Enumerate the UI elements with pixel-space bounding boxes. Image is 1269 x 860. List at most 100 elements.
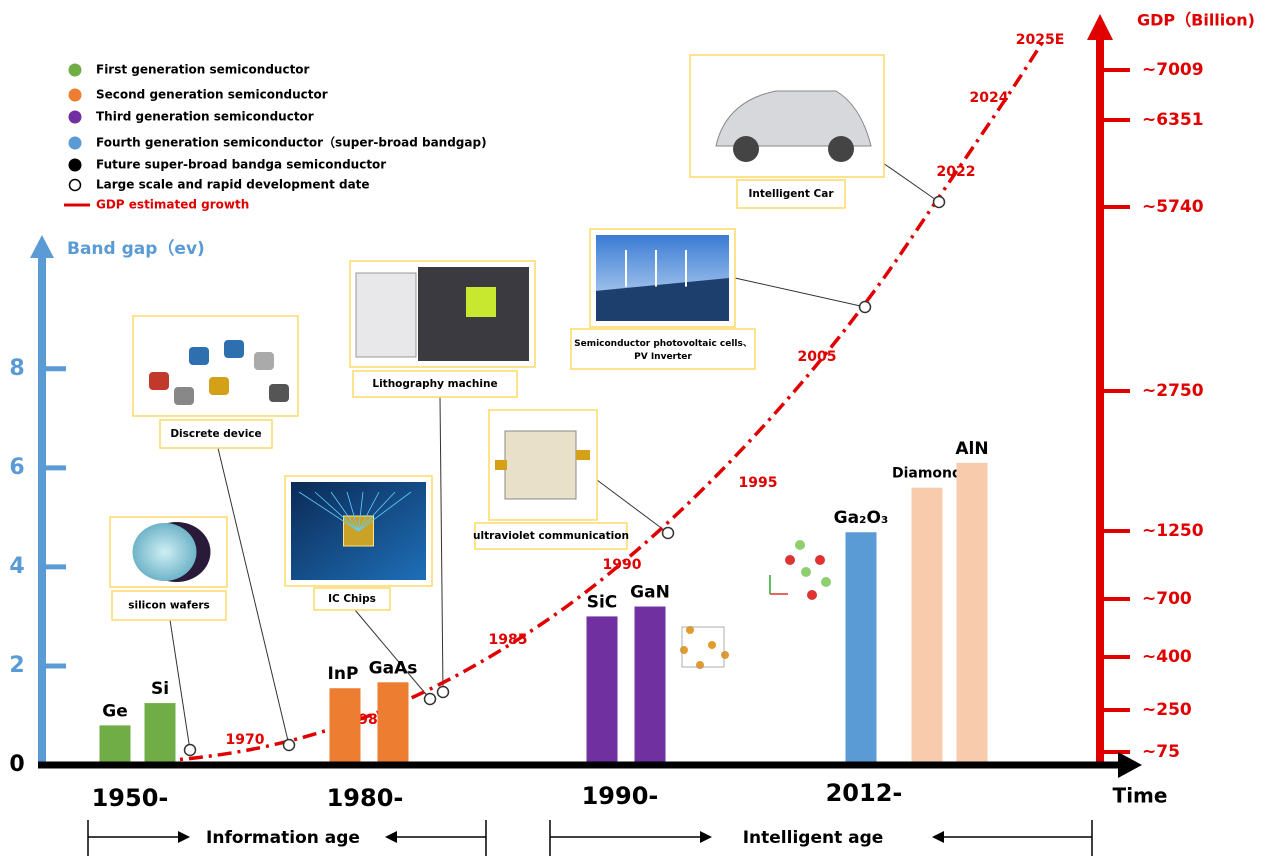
chip-trace	[358, 491, 412, 532]
crystal-atom	[696, 661, 704, 669]
time-axis-arrow	[1118, 752, 1142, 778]
chip-trace	[298, 491, 359, 532]
component	[189, 347, 209, 365]
age-label: Information age	[206, 828, 360, 848]
callout-label: Intelligent Car	[748, 188, 834, 200]
legend-label: Fourth generation semiconductor（super-br…	[96, 135, 487, 150]
callout-image	[596, 235, 729, 321]
chip-trace	[358, 491, 396, 532]
y-tick-label: 6	[9, 455, 24, 480]
bar-label: Diamond	[892, 466, 962, 482]
y2-axis-arrow	[1087, 14, 1113, 40]
callout-line	[734, 277, 866, 308]
callout-label-frame	[159, 419, 273, 449]
legend-marker	[68, 88, 82, 102]
gdp-year-label: 1990	[603, 557, 642, 573]
chip-trace	[330, 491, 359, 532]
machine-core	[466, 287, 496, 317]
chip-trace	[358, 491, 380, 532]
callout-image	[132, 522, 211, 582]
y2-axis-title: GDP（Billion)	[1137, 11, 1255, 30]
chip-trace	[314, 491, 359, 532]
y2-tick-label: ~7009	[1142, 60, 1204, 80]
y2-tick-label: ~5740	[1142, 197, 1204, 217]
era-label: 1990-	[582, 782, 659, 810]
development-date	[661, 526, 675, 540]
callout-image	[291, 482, 426, 580]
callout-image	[495, 430, 590, 500]
component	[149, 372, 169, 390]
y-axis-arrow	[30, 235, 54, 258]
development-date	[858, 300, 872, 314]
bar	[144, 703, 176, 765]
gdp-year-label: 2025E	[1016, 32, 1065, 48]
component	[209, 377, 229, 395]
amp-port	[495, 460, 507, 470]
development-date	[932, 195, 946, 209]
legend-marker	[68, 63, 82, 77]
y-axis-title: Band gap（ev)	[67, 238, 205, 259]
callout-label: Lithography machine	[372, 378, 497, 390]
callout-image	[355, 267, 529, 361]
y-tick-label: 8	[9, 356, 24, 381]
bar-label: InP	[328, 664, 359, 684]
chip-trace	[358, 491, 364, 532]
crystal-atom	[686, 626, 694, 634]
gdp-year-label: 1970	[226, 732, 265, 748]
era-label: 2012-	[826, 779, 903, 807]
car-body	[715, 90, 872, 147]
crystal-atom	[815, 555, 825, 565]
y2-tick-label: ~75	[1142, 742, 1180, 762]
crystal-atom	[680, 646, 688, 654]
callout-label-line: PV Inverter	[634, 352, 692, 362]
crystal-atom	[807, 590, 817, 600]
component	[269, 384, 289, 402]
y-tick-label: 2	[9, 653, 24, 678]
bar-label: Ge	[102, 701, 127, 721]
callout-label-frame	[352, 370, 518, 398]
bar	[634, 606, 666, 765]
callout-line	[596, 479, 669, 534]
development-date	[423, 692, 437, 706]
crystal-atom	[785, 555, 795, 565]
callout-image	[715, 90, 872, 162]
amp-body	[504, 430, 577, 500]
legend-label: Large scale and rapid development date	[96, 178, 370, 192]
bar	[586, 616, 618, 765]
age-arrow-head	[178, 831, 190, 843]
development-date	[436, 685, 450, 699]
y2-tick-label: ~400	[1142, 647, 1192, 667]
bar	[956, 462, 988, 765]
bar-label: Ga₂O₃	[834, 508, 889, 528]
legend-label: Third generation semiconductor	[96, 110, 314, 124]
bar-label: GaAs	[369, 658, 418, 678]
legend-label: Future super-broad bandga semiconductor	[96, 158, 386, 172]
chip-trace	[346, 491, 359, 532]
callout-label-frame	[111, 590, 227, 621]
y-tick-label: 4	[9, 554, 24, 579]
y2-tick-label: ~250	[1142, 700, 1192, 720]
bar	[329, 688, 361, 765]
crystal-atom	[801, 567, 811, 577]
legend-marker	[68, 158, 82, 172]
callout-label-frame	[736, 179, 846, 209]
legend-marker	[68, 110, 82, 124]
gdp-year-label: 2005	[798, 349, 837, 365]
legend-marker	[68, 178, 82, 192]
crystal-atom	[708, 641, 716, 649]
bar	[911, 487, 943, 765]
age-arrow-head	[932, 831, 944, 843]
legend-label: GDP estimated growth	[96, 198, 249, 212]
bar-label: SiC	[587, 592, 618, 612]
callout-label: Discrete device	[170, 428, 261, 440]
pv-panels	[596, 278, 729, 321]
callout-line	[354, 609, 431, 700]
car-wheel	[828, 136, 854, 162]
bar-label: AlN	[955, 439, 988, 459]
amp-port	[576, 450, 590, 460]
callout-line	[217, 447, 290, 746]
wafer	[132, 523, 197, 581]
y2-tick-label: ~700	[1142, 589, 1192, 609]
callout-image	[149, 340, 289, 405]
era-label: 1980-	[327, 784, 404, 812]
